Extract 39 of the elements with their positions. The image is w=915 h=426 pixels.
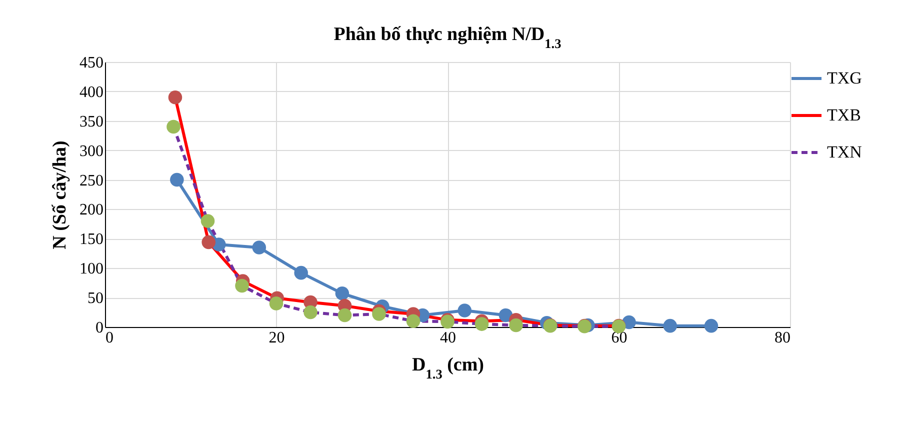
point [458,304,472,318]
point [202,235,216,250]
x-axis-title: D$_{1.3}$ (cm) [412,354,484,381]
y-tick-label: 350 [80,113,104,130]
y-tick-label: 250 [80,172,104,190]
x-tick-label: 60 [611,330,628,346]
legend-label: TXB [827,106,861,124]
y-tick-label: 400 [80,84,104,101]
point [168,90,182,104]
point [170,172,184,187]
point [704,318,718,333]
point [166,120,180,134]
y-tick-label: 450 [80,54,104,72]
point [509,318,523,332]
x-tick-label: 80 [774,330,790,346]
y-axis-title: N (Số cây/ha) [50,140,70,250]
x-tick-label: 40 [440,330,456,346]
point [498,308,513,322]
point [474,317,489,331]
point [252,240,266,254]
point [294,266,308,280]
point [406,314,420,328]
point [663,318,678,333]
chart-title: Phân bố thực nghiệm N/D$_{1.3}$ [334,24,562,50]
point [335,286,350,300]
y-tick-label: 100 [80,260,104,278]
y-tick-label: 200 [80,202,104,219]
point [269,296,284,310]
legend-label: TXN [827,142,862,162]
point [200,214,215,228]
y-tick-label: 150 [80,231,104,248]
y-tick-label: 300 [80,142,104,160]
point [235,278,249,293]
x-tick-label: 20 [268,330,285,346]
point [304,305,318,320]
y-tick-label: 50 [88,290,104,308]
point [338,308,352,322]
point [372,307,386,321]
legend-label: TXG [827,68,862,88]
